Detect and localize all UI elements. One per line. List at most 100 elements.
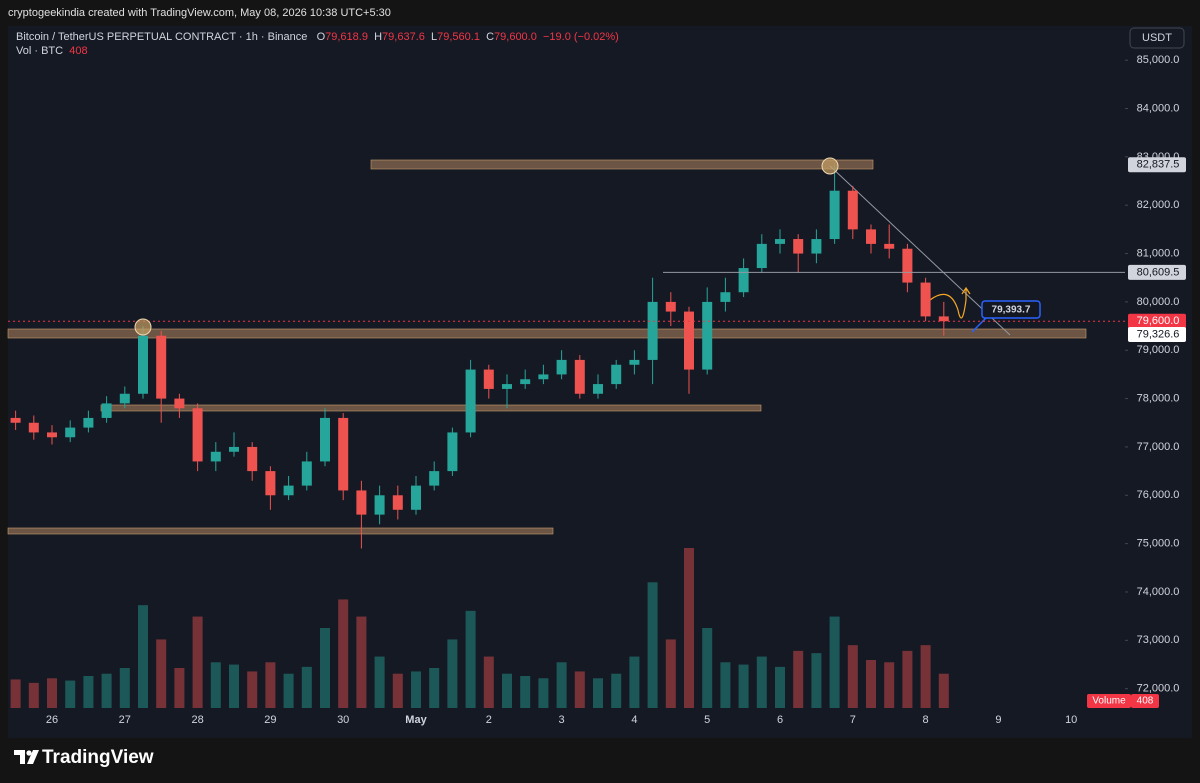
trend-line: [829, 165, 1011, 336]
candle-body: [829, 190, 840, 240]
logo: [14, 750, 39, 764]
ohlc-value: 79,600.0: [494, 31, 537, 43]
y-tick-label: 79,000.0: [1137, 344, 1180, 356]
volume-bar: [392, 673, 403, 708]
candle-body: [465, 369, 476, 433]
volume-bar: [65, 680, 76, 708]
candle-body: [866, 229, 876, 244]
volume-bar: [775, 666, 785, 708]
volume-tag: [1131, 694, 1159, 708]
volume-bar: [338, 599, 349, 708]
candle-body: [702, 301, 713, 370]
volume-bar: [847, 645, 858, 708]
candle-body: [720, 292, 731, 302]
y-tick-label: 77,000.0: [1137, 441, 1180, 453]
x-tick-label: 10: [1065, 714, 1077, 726]
candle-body: [647, 301, 658, 360]
candle-body: [47, 432, 57, 438]
volume-bar: [83, 676, 94, 708]
y-tick-label: 85,000.0: [1137, 54, 1180, 66]
legend: Bitcoin / TetherUS PERPETUAL CONTRACT · …: [16, 30, 619, 58]
y-tick-label: 74,000.0: [1137, 586, 1180, 598]
candle-body: [629, 359, 640, 365]
price-tag-label: 80,609.5: [1137, 266, 1180, 278]
candle-body: [884, 243, 895, 249]
volume-bar: [483, 656, 494, 708]
x-tick-label: 27: [119, 714, 131, 726]
volume-bar: [793, 650, 804, 708]
zone: [100, 404, 762, 412]
y-tick-label: 81,000.0: [1137, 247, 1180, 259]
volume-bar: [829, 616, 840, 708]
volume-bar: [647, 582, 658, 708]
candle-body: [756, 243, 767, 269]
x-tick-label: 28: [191, 714, 203, 726]
candle-body: [938, 316, 949, 322]
y-tick-label: 84,000.0: [1137, 102, 1180, 114]
volume-bar: [447, 639, 458, 708]
x-tick-label: 6: [777, 714, 783, 726]
legend-row: Vol · BTC 408: [16, 44, 619, 58]
currency-button[interactable]: [1129, 27, 1185, 49]
candle-body: [902, 248, 913, 283]
candle-body: [265, 471, 276, 496]
volume-bar: [720, 662, 731, 708]
volume-bar: [247, 671, 258, 708]
price-tag-label: 82,837.5: [1137, 159, 1180, 171]
symbol: Bitcoin / TetherUS PERPETUAL CONTRACT · …: [16, 31, 308, 43]
volume-bar: [229, 664, 239, 708]
candle-body: [811, 239, 822, 254]
candle-body: [10, 417, 21, 423]
candle-body: [665, 301, 676, 312]
volume-bar: [411, 671, 421, 708]
candle-body: [574, 359, 585, 394]
volume-bar: [101, 673, 112, 708]
volume-bar: [920, 645, 931, 708]
volume-bar: [283, 673, 294, 708]
y-tick-label: 75,000.0: [1137, 538, 1180, 550]
pointer: [971, 317, 987, 333]
highlight: [821, 157, 839, 175]
candle-body: [593, 384, 603, 394]
ohlc-key: O: [316, 31, 326, 43]
y-tick-label: 73,000.0: [1137, 634, 1180, 646]
price-tag-label: 79,326.6: [1137, 328, 1180, 340]
candle-body: [684, 311, 694, 370]
volume-bar: [756, 656, 767, 708]
volume-tag-value: 408: [1137, 696, 1154, 707]
volume-tag-label: Volume: [1092, 696, 1126, 707]
volume-bar: [156, 639, 167, 708]
brand: TradingView: [42, 747, 154, 768]
volume-value: 408: [69, 45, 88, 57]
candle-body: [192, 408, 203, 462]
volume-bar: [629, 656, 640, 708]
volume-bar: [28, 682, 39, 708]
volume-bar: [502, 673, 512, 708]
credit: cryptogeekindia created with TradingView…: [8, 7, 391, 19]
currency-label[interactable]: USDT: [1142, 32, 1172, 44]
candle-body: [738, 268, 749, 293]
x-tick-label: 29: [264, 714, 276, 726]
volume-bar: [884, 662, 895, 708]
x-tick-label: 2: [486, 714, 492, 726]
volume-bar: [738, 664, 749, 708]
candle-body: [356, 490, 367, 515]
logo-dot: [26, 750, 32, 756]
change: −19.0 (−0.02%): [542, 31, 619, 43]
x-tick-label: May: [405, 714, 427, 726]
volume-bar: [593, 678, 603, 708]
volume-bar: [192, 616, 203, 708]
candle-body: [520, 379, 531, 385]
volume-bar: [902, 650, 913, 708]
volume-bar: [374, 656, 385, 708]
zone: [7, 328, 1087, 339]
x-tick-label: 3: [559, 714, 565, 726]
x-tick-label: 5: [704, 714, 710, 726]
y-tick-label: 82,000.0: [1137, 199, 1180, 211]
candle-body: [156, 335, 167, 399]
volume-bar: [538, 678, 549, 708]
candle-body: [374, 495, 385, 515]
candle-body: [775, 239, 785, 244]
y-tick-label: 76,000.0: [1137, 489, 1180, 501]
volume-bar: [520, 676, 531, 708]
